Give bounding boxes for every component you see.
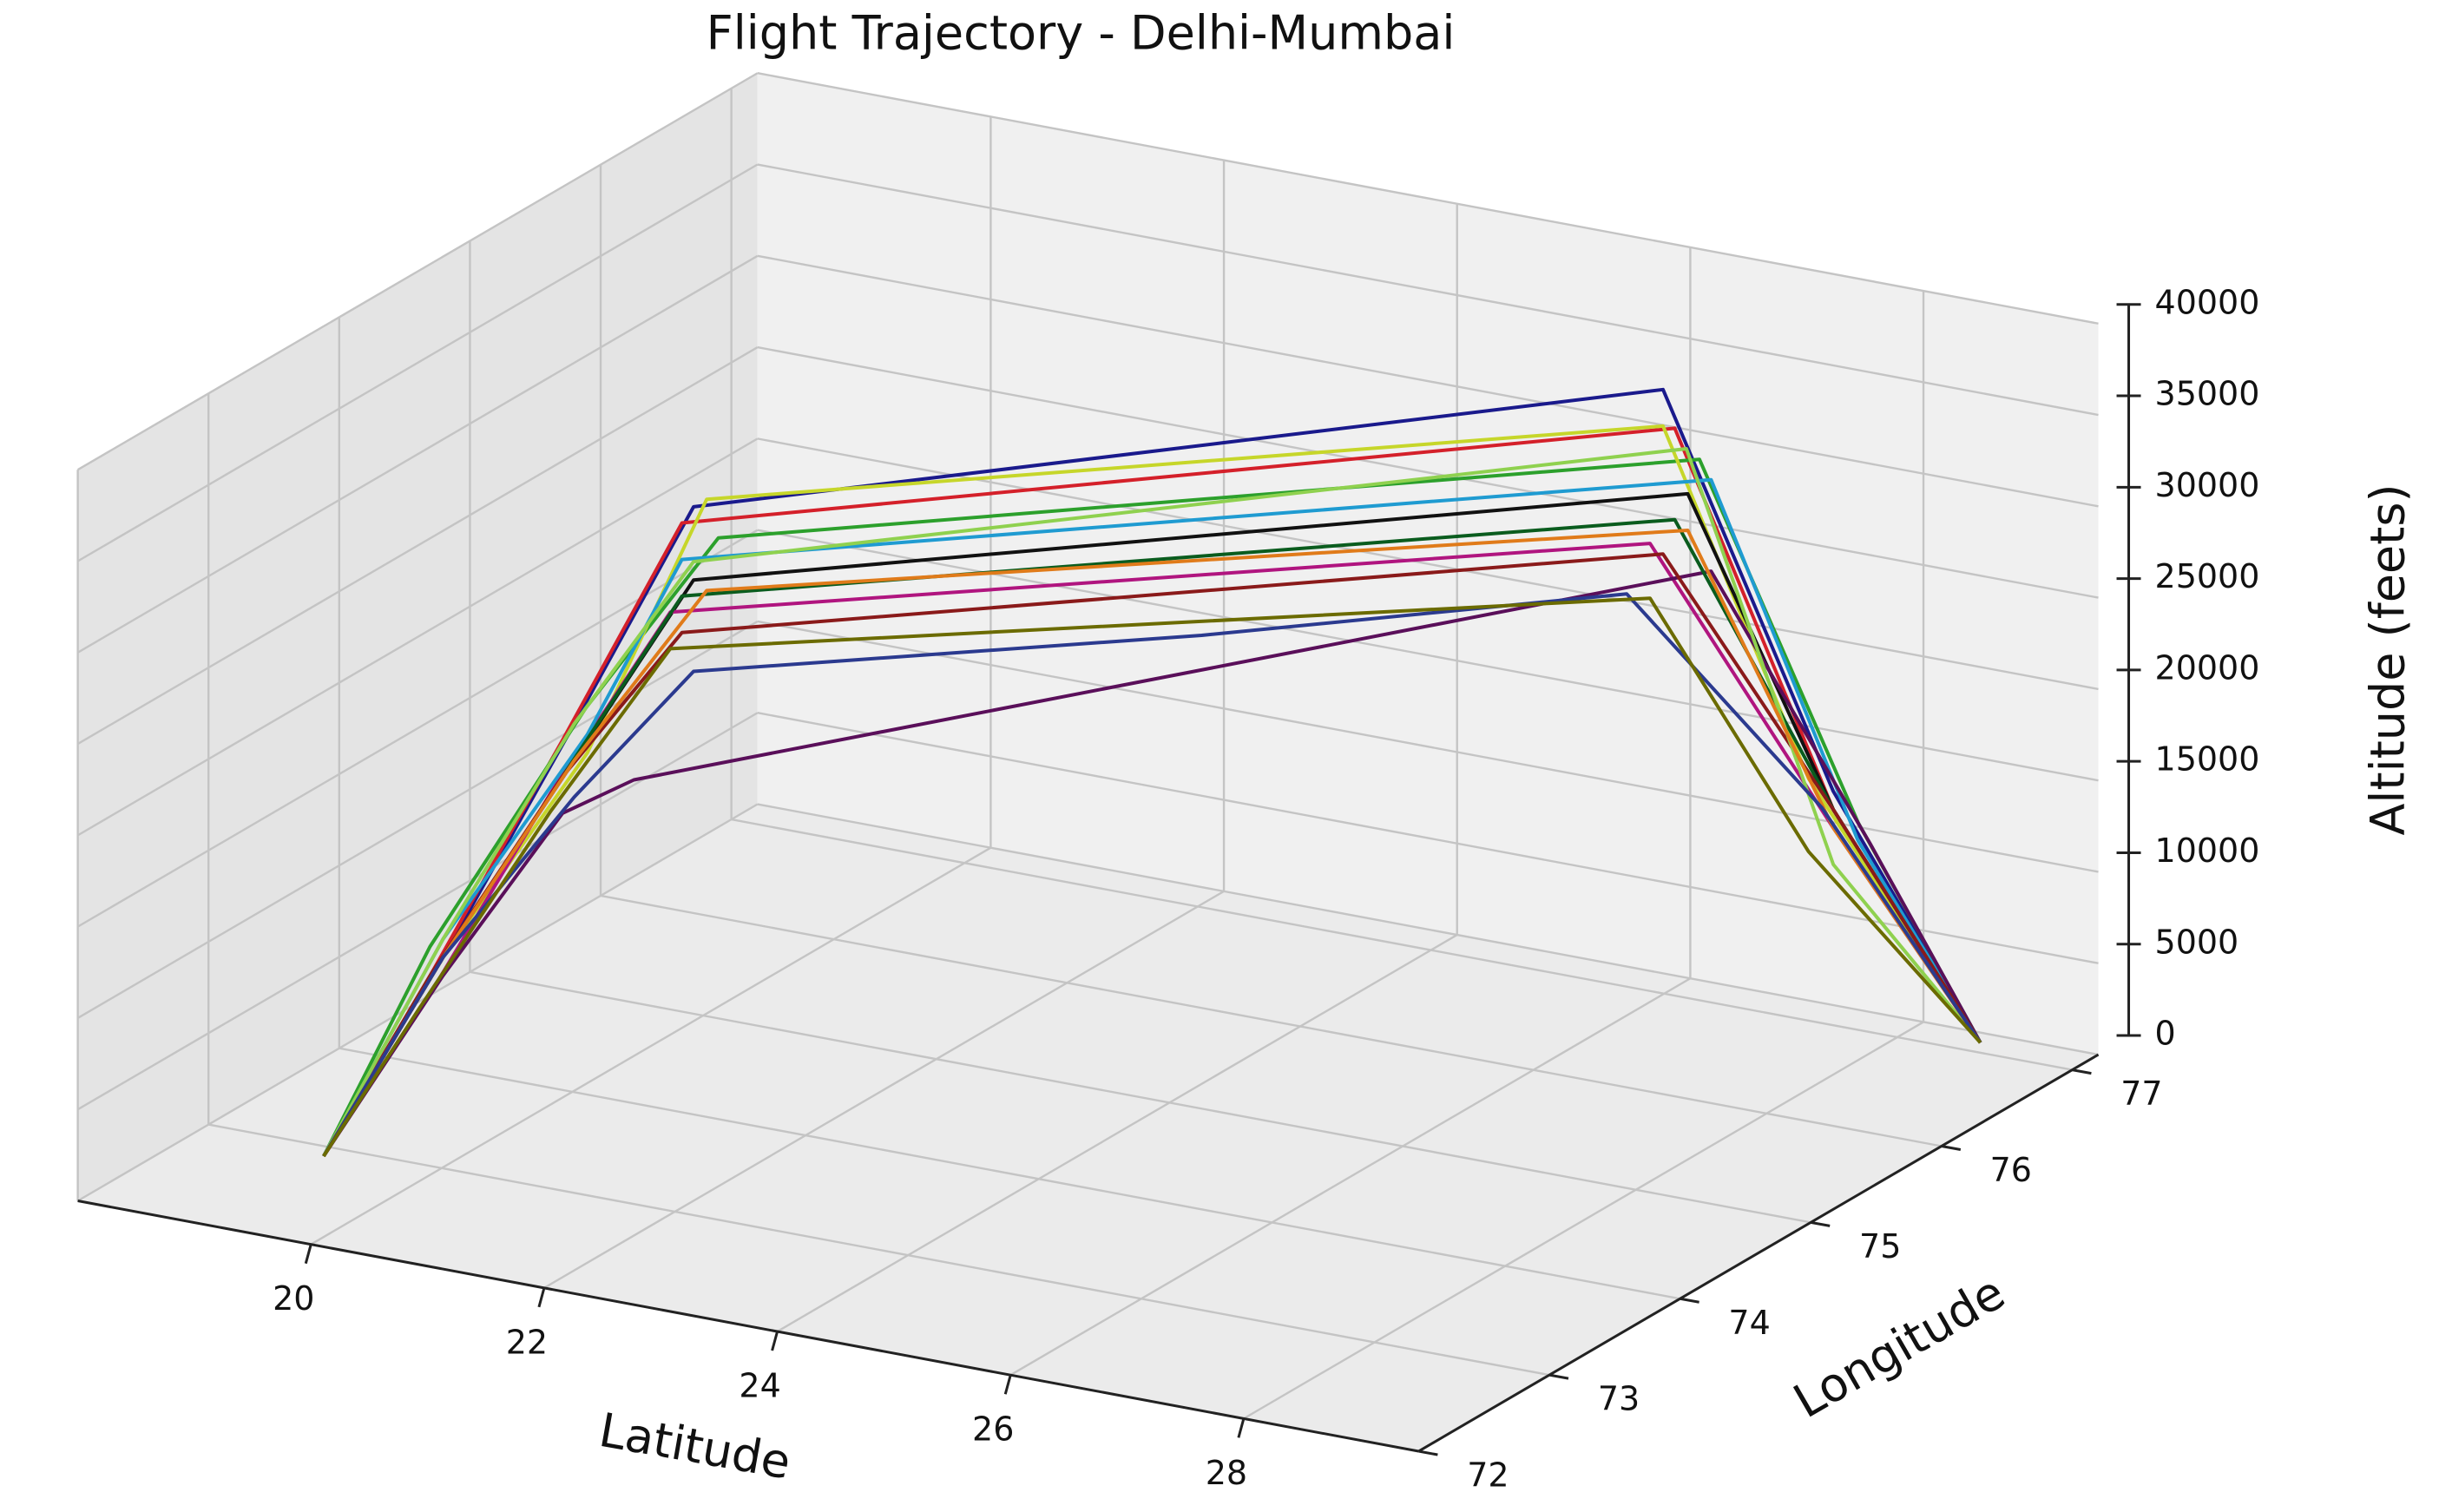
z-tick-label: 20000 (2155, 648, 2260, 687)
x-tick (1003, 1374, 1012, 1395)
y-tick-label: 77 (2120, 1075, 2162, 1113)
trajectory (322, 596, 1982, 1158)
grid-line (757, 620, 2099, 873)
grid-line (757, 254, 2099, 508)
grid-line (76, 620, 759, 1019)
z-tick-label: 5000 (2155, 923, 2239, 961)
grid-line (470, 970, 1811, 1224)
z-tick-label: 40000 (2155, 283, 2260, 321)
z-tick-label: 35000 (2155, 375, 2260, 413)
grid-line (76, 163, 759, 562)
y-tick-label: 76 (1990, 1151, 2032, 1189)
y-axis-line (1417, 1053, 2100, 1453)
x-axis-line (77, 1200, 1419, 1453)
grid-line (1243, 1021, 1924, 1420)
y-tick (2072, 1068, 2092, 1075)
y-tick (1418, 1450, 1438, 1456)
grid-line (207, 1123, 1550, 1377)
grid-line (757, 163, 2099, 417)
grid-line (76, 72, 759, 471)
grid-line (757, 712, 2099, 964)
y-tick (1680, 1297, 1699, 1304)
z-tick-label: 15000 (2155, 740, 2260, 779)
grid-line (1009, 977, 1691, 1377)
grid-line (76, 254, 759, 654)
y-tick (1548, 1373, 1569, 1380)
x-axis-label: Latitude (595, 1403, 795, 1490)
grid-line (757, 803, 2099, 1056)
y-tick-label: 75 (1859, 1227, 1901, 1265)
x-tick-label: 22 (506, 1323, 548, 1361)
y-tick (1810, 1220, 1831, 1227)
y-tick (1941, 1145, 1962, 1151)
x-tick (771, 1331, 779, 1351)
grid-line (600, 894, 1943, 1147)
x-tick-label: 20 (273, 1279, 314, 1318)
grid-line (731, 818, 2073, 1071)
chart-title: Flight Trajectory - Delhi-Mumbai (707, 6, 1456, 61)
x-tick-label: 24 (739, 1367, 780, 1405)
trajectory (322, 592, 1982, 1158)
grid-line (543, 890, 1225, 1289)
y-tick-label: 73 (1598, 1380, 1640, 1418)
z-tick-label: 10000 (2155, 832, 2260, 870)
grid-line (339, 1047, 1680, 1300)
grid-line (76, 346, 759, 746)
z-axis-label: Altitude (feets) (2361, 483, 2416, 835)
grid-line (76, 437, 759, 837)
grid-line (757, 345, 2099, 599)
x-tick-label: 26 (972, 1410, 1014, 1449)
z-tick-label: 25000 (2155, 557, 2260, 595)
y-tick-label: 72 (1467, 1456, 1509, 1495)
floor-pane (77, 804, 2099, 1452)
x-tick (537, 1287, 546, 1308)
grid-line (310, 846, 992, 1246)
x-tick (304, 1244, 312, 1265)
x-tick-label: 28 (1206, 1454, 1247, 1492)
z-tick-label: 30000 (2155, 466, 2260, 504)
grid-line (757, 72, 2099, 325)
grid-line (776, 934, 1458, 1333)
grid-line (757, 437, 2099, 691)
trajectory (322, 447, 1982, 1157)
x-tick (1237, 1417, 1246, 1438)
y-tick-label: 74 (1728, 1304, 1770, 1342)
z-tick-label: 0 (2155, 1015, 2176, 1053)
y-axis-label: Longitude (1785, 1265, 2014, 1429)
